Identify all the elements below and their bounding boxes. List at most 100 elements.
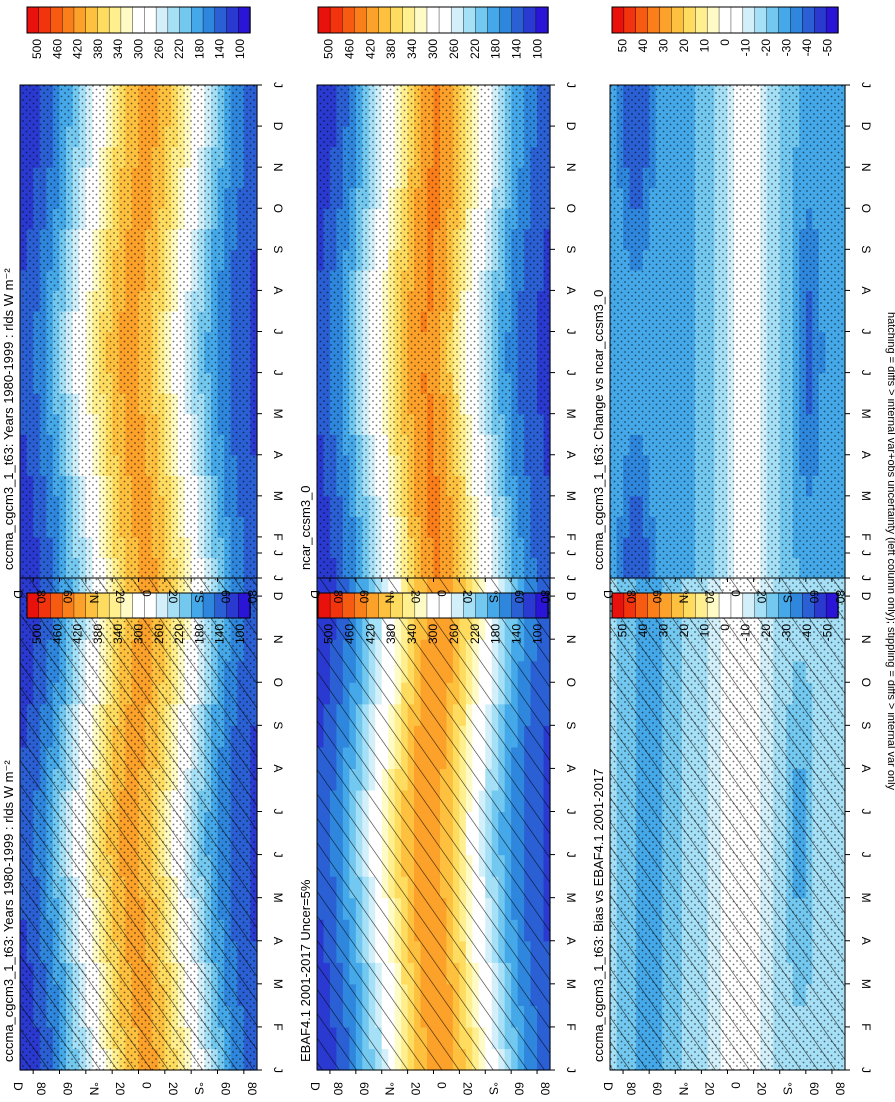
colorbar-tick-label: 10 xyxy=(697,624,711,638)
month-tick-label: A xyxy=(564,937,578,945)
month-tick-label: S xyxy=(271,721,285,729)
latitude-tick-label: °S xyxy=(486,1082,500,1095)
colorbar-tick-label: 460 xyxy=(50,624,64,644)
colorbar-tick-label: 30 xyxy=(656,624,670,638)
month-tick-label: D xyxy=(271,592,285,601)
colorbar-frame xyxy=(26,592,251,619)
colorbar-swatch xyxy=(499,592,513,619)
month-tick-label: J xyxy=(271,550,285,556)
month-tick-label: J xyxy=(564,1067,578,1073)
colorbar-swatch xyxy=(511,6,525,34)
colorbar-tick-label: 340 xyxy=(405,624,419,644)
colorbar-tick-label: 420 xyxy=(71,624,85,644)
colorbar-tick-label: 340 xyxy=(405,39,419,59)
colorbar-swatch xyxy=(132,6,146,34)
colorbar-tick-label: 420 xyxy=(363,39,377,59)
latitude-tick-label: 0 xyxy=(435,590,449,597)
colorbar: 500 460 420 380 340 300 260 220 180 140 100 xyxy=(26,592,251,644)
colorbar-swatch xyxy=(317,6,331,34)
colorbar-tick-label: 100 xyxy=(233,39,247,59)
latitude-tick-label: 60 xyxy=(61,590,75,604)
colorbar-tick-label: 500 xyxy=(321,39,335,59)
colorbar-frame xyxy=(317,6,549,34)
stippling-overlay xyxy=(317,85,550,578)
colorbar-tick-label: -10 xyxy=(739,624,753,642)
month-tick-label: O xyxy=(564,678,578,687)
month-tick-label: D xyxy=(564,592,578,601)
latitude-tick-label: °S xyxy=(192,590,206,603)
colorbar-tick-label: 180 xyxy=(192,39,206,59)
month-tick-label: F xyxy=(564,1023,578,1030)
colorbar-tick-label: 0 xyxy=(718,624,732,631)
colorbar: 50 40 30 20 10 0 -10 -20 -30 -40 -50 xyxy=(611,592,839,642)
hatching-overlay xyxy=(317,553,550,1070)
latitude-tick-label: 60 xyxy=(512,590,526,604)
latitude-tick-label: 80 xyxy=(833,1082,847,1096)
colorbar-swatch xyxy=(238,6,251,34)
month-tick-label: O xyxy=(271,678,285,687)
latitude-tick-label: D xyxy=(601,1082,615,1091)
colorbar-tick-label: -40 xyxy=(800,624,814,642)
month-tick-label: O xyxy=(271,204,285,213)
colorbar-tick-label: 300 xyxy=(426,39,440,59)
colorbar-swatch xyxy=(179,592,193,619)
hatching-overlay xyxy=(20,553,257,1070)
colorbar-tick-label: 140 xyxy=(510,39,524,59)
latitude-tick-label: D xyxy=(11,1082,25,1091)
month-tick-label: J xyxy=(564,82,578,88)
latitude-tick-label: 20 xyxy=(166,1082,180,1096)
latitude-tick-label: 60 xyxy=(807,1082,821,1096)
colorbar-swatch xyxy=(414,6,428,34)
month-tick-label: D xyxy=(271,122,285,131)
latitude-tick-label: 80 xyxy=(34,1082,48,1096)
month-tick-label: F xyxy=(271,533,285,540)
month-tick-label: A xyxy=(564,451,578,459)
colorbar-tick-label: 180 xyxy=(192,624,206,644)
colorbar-tick-label: 340 xyxy=(111,39,125,59)
month-tick-label: A xyxy=(271,451,285,459)
month-tick-label: N xyxy=(564,163,578,172)
latitude-tick-label: °N xyxy=(383,1082,397,1095)
month-tick-label: J xyxy=(271,809,285,815)
latitude-tick-label: 60 xyxy=(357,1082,371,1096)
month-tick-label: J xyxy=(859,809,873,815)
colorbar: 500 460 420 380 340 300 260 220 180 140 100 xyxy=(317,592,549,644)
latitude-tick-label: 20 xyxy=(166,590,180,604)
colorbar-tick-label: 500 xyxy=(30,39,44,59)
latitude-tick-label: 80 xyxy=(538,590,552,604)
colorbar-tick-label: 100 xyxy=(531,624,545,644)
month-tick-label: M xyxy=(564,893,578,903)
latitude-tick-label: 0 xyxy=(140,590,154,597)
colorbar-tick-label: 300 xyxy=(132,39,146,59)
month-tick-label: A xyxy=(859,764,873,772)
colorbar-tick-label: 140 xyxy=(510,624,524,644)
month-tick-label: S xyxy=(271,245,285,253)
colorbar-tick-label: 260 xyxy=(447,39,461,59)
colorbar-swatch xyxy=(366,6,380,34)
latitude-tick-label: 20 xyxy=(113,1082,127,1096)
latitude-tick-label: 60 xyxy=(219,590,233,604)
month-tick-label: A xyxy=(271,764,285,772)
colorbar-swatch xyxy=(499,6,513,34)
colorbar-tick-label: 220 xyxy=(172,624,186,644)
month-tick-label: A xyxy=(271,937,285,945)
month-tick-label: F xyxy=(271,1023,285,1030)
colorbar-swatch xyxy=(329,6,343,34)
month-tick-label: M xyxy=(564,979,578,989)
colorbar-tick-label: 500 xyxy=(321,624,335,644)
latitude-tick-label: °N xyxy=(676,1082,690,1095)
latitude-tick-label: D xyxy=(308,590,322,599)
latitude-tick-label: 80 xyxy=(624,1082,638,1096)
colorbar-swatch xyxy=(26,6,40,34)
month-tick-label: F xyxy=(564,533,578,540)
latitude-tick-label: 60 xyxy=(219,1082,233,1096)
colorbar-tick-label: 380 xyxy=(91,624,105,644)
month-tick-label: O xyxy=(859,678,873,687)
colorbar-frame xyxy=(26,6,251,34)
colorbar-swatch xyxy=(73,6,87,34)
latitude-tick-label: 80 xyxy=(245,590,259,604)
latitude-tick-label: 20 xyxy=(113,590,127,604)
latitude-tick-label: 80 xyxy=(34,590,48,604)
